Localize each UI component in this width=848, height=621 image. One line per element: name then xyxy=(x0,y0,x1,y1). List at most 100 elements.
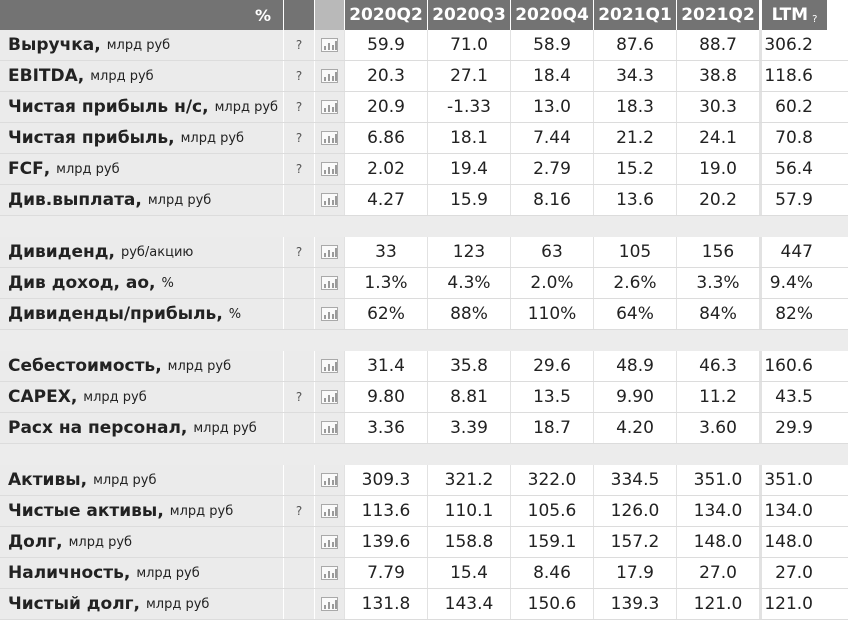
row-label[interactable]: FCF, млрд руб xyxy=(0,154,284,184)
help-icon[interactable] xyxy=(284,589,314,619)
row-label[interactable]: Дивиденды/прибыль,% xyxy=(0,299,284,329)
chart-button[interactable] xyxy=(314,413,344,443)
bar-chart-icon xyxy=(321,193,338,207)
chart-button[interactable] xyxy=(314,299,344,329)
help-icon[interactable]: ? xyxy=(284,382,314,412)
value-cell: 113.6 xyxy=(344,496,427,526)
metric-unit: млрд руб xyxy=(90,68,154,84)
value-cell: 7.79 xyxy=(344,558,427,588)
value-cell: 19.0 xyxy=(676,154,759,184)
bar-chart-icon xyxy=(321,359,338,373)
help-icon[interactable] xyxy=(284,351,314,381)
value-cell: 3.36 xyxy=(344,413,427,443)
row-label[interactable]: Чистый долг, млрд руб xyxy=(0,589,284,619)
ltm-help-icon[interactable]: ? xyxy=(812,13,818,25)
value-cell: 7.44 xyxy=(510,123,593,153)
row-label[interactable]: Выручка, млрд руб xyxy=(0,30,284,60)
chart-button[interactable] xyxy=(314,382,344,412)
help-icon[interactable]: ? xyxy=(284,30,314,60)
period-header[interactable]: 2020Q3 xyxy=(427,0,510,30)
value-cell: 2.79 xyxy=(510,154,593,184)
table-row: Див доход, ао,% 1.3% 4.3% 2.0% 2.6% 3.3% 9.4% xyxy=(0,268,848,299)
chart-button[interactable] xyxy=(314,123,344,153)
row-label[interactable]: Долг, млрд руб xyxy=(0,527,284,557)
row-label[interactable]: Чистые активы, млрд руб xyxy=(0,496,284,526)
help-icon[interactable]: ? xyxy=(284,237,314,267)
row-label[interactable]: Расх на персонал, млрд руб xyxy=(0,413,284,443)
help-icon[interactable] xyxy=(284,527,314,557)
metric-unit: % xyxy=(161,275,174,291)
period-header[interactable]: 2020Q4 xyxy=(510,0,593,30)
value-cell: 148.0 xyxy=(676,527,759,557)
value-cell: 20.2 xyxy=(676,185,759,215)
help-icon[interactable]: ? xyxy=(284,92,314,122)
metric-unit: млрд руб xyxy=(136,565,200,581)
chart-button[interactable] xyxy=(314,185,344,215)
row-label[interactable]: Див.выплата, млрд руб xyxy=(0,185,284,215)
row-label[interactable]: Див доход, ао,% xyxy=(0,268,284,298)
row-label[interactable]: Дивиденд, руб/акцию xyxy=(0,237,284,267)
chart-button[interactable] xyxy=(314,465,344,495)
chart-button[interactable] xyxy=(314,589,344,619)
row-label[interactable]: Себестоимость, млрд руб xyxy=(0,351,284,381)
value-cell: 134.0 xyxy=(676,496,759,526)
comma: , xyxy=(56,532,63,552)
comma: , xyxy=(70,387,78,407)
chart-button[interactable] xyxy=(314,268,344,298)
ltm-header[interactable]: LTM ? xyxy=(759,0,827,30)
value-cell: 58.9 xyxy=(510,30,593,60)
table-header: % 2020Q2 2020Q3 2020Q4 2021Q1 2021Q2 LTM… xyxy=(0,0,848,30)
help-icon[interactable] xyxy=(284,558,314,588)
header-spacer xyxy=(284,0,314,30)
help-icon[interactable]: ? xyxy=(284,123,314,153)
chart-button[interactable] xyxy=(314,496,344,526)
comma: , xyxy=(155,356,162,376)
chart-button[interactable] xyxy=(314,61,344,91)
value-cell: 27.0 xyxy=(676,558,759,588)
metric-name: Наличность xyxy=(8,563,124,583)
help-icon[interactable] xyxy=(284,185,314,215)
value-cell: 15.2 xyxy=(593,154,676,184)
ltm-cell: 56.4 xyxy=(759,154,827,184)
row-label[interactable]: Чистая прибыль, млрд руб xyxy=(0,123,284,153)
value-cell: 13.5 xyxy=(510,382,593,412)
row-label[interactable]: Наличность, млрд руб xyxy=(0,558,284,588)
header-chart-col xyxy=(314,0,344,30)
help-icon[interactable] xyxy=(284,413,314,443)
chart-button[interactable] xyxy=(314,92,344,122)
row-label[interactable]: EBITDA, млрд руб xyxy=(0,61,284,91)
metric-unit: млрд руб xyxy=(56,161,120,177)
chart-button[interactable] xyxy=(314,237,344,267)
chart-button[interactable] xyxy=(314,558,344,588)
chart-button[interactable] xyxy=(314,30,344,60)
value-cell: 2.0% xyxy=(510,268,593,298)
value-cell: 110% xyxy=(510,299,593,329)
pct-header[interactable]: % xyxy=(0,0,284,30)
value-cell: 46.3 xyxy=(676,351,759,381)
period-header[interactable]: 2021Q1 xyxy=(593,0,676,30)
help-icon[interactable] xyxy=(284,299,314,329)
table-row: Наличность, млрд руб 7.79 15.4 8.46 17.9 27.0 2… xyxy=(0,558,848,589)
period-header[interactable]: 2021Q2 xyxy=(676,0,759,30)
metric-unit: млрд руб xyxy=(68,534,133,550)
row-label[interactable]: Активы, млрд руб xyxy=(0,465,284,495)
value-cell: 121.0 xyxy=(676,589,759,619)
value-cell: 11.2 xyxy=(676,382,759,412)
help-icon[interactable]: ? xyxy=(284,496,314,526)
value-cell: 18.7 xyxy=(510,413,593,443)
period-header[interactable]: 2020Q2 xyxy=(344,0,427,30)
value-cell: 21.2 xyxy=(593,123,676,153)
chart-button[interactable] xyxy=(314,351,344,381)
value-cell: 88% xyxy=(427,299,510,329)
chart-button[interactable] xyxy=(314,527,344,557)
metric-name: Выручка xyxy=(8,35,95,55)
row-label[interactable]: CAPEX, млрд руб xyxy=(0,382,284,412)
chart-button[interactable] xyxy=(314,154,344,184)
row-label[interactable]: Чистая прибыль н/с, млрд руб xyxy=(0,92,284,122)
value-cell: 1.3% xyxy=(344,268,427,298)
help-icon[interactable] xyxy=(284,268,314,298)
help-icon[interactable] xyxy=(284,465,314,495)
help-icon[interactable]: ? xyxy=(284,154,314,184)
value-cell: 87.6 xyxy=(593,30,676,60)
help-icon[interactable]: ? xyxy=(284,61,314,91)
